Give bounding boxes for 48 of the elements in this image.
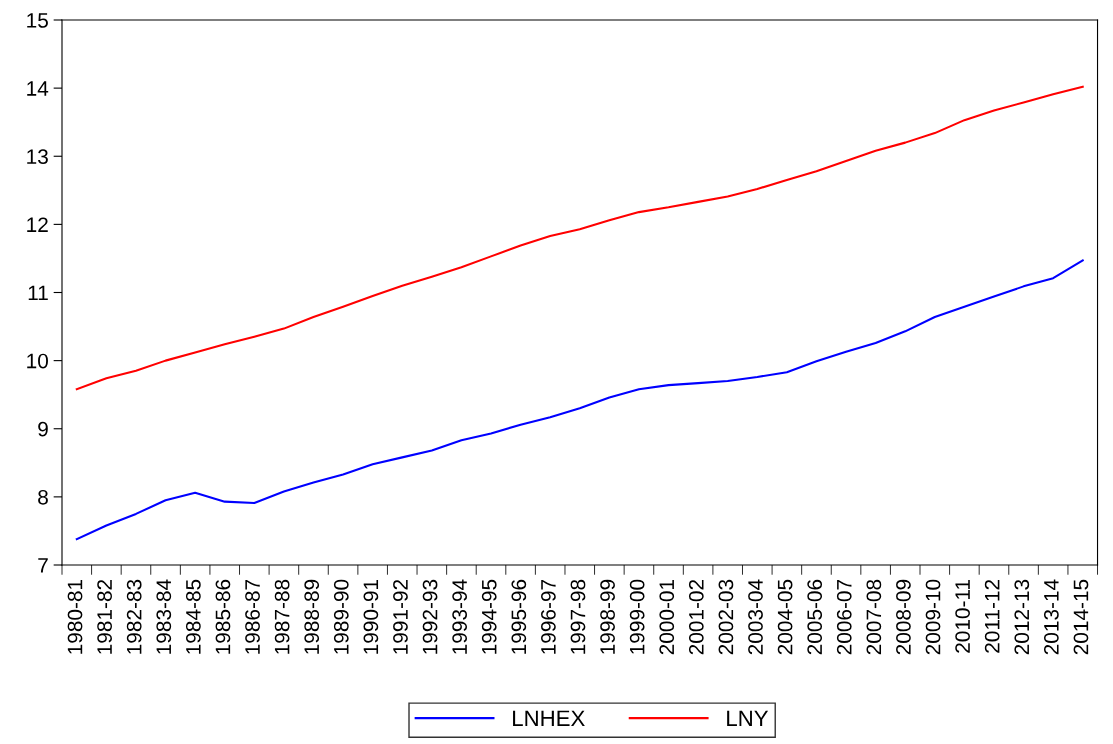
x-tick-label: 1981-82	[97, 579, 112, 654]
x-tick-label: 1996-97	[541, 579, 556, 654]
x-tick-label: 2000-01	[659, 579, 675, 655]
x-tick-label: 1985-86	[215, 579, 231, 654]
x-tick-label: 1992-93	[422, 579, 438, 654]
x-tick-label: 2007-08	[866, 579, 882, 655]
x-tick-label: 2001-02	[688, 579, 704, 655]
x-tick-label: 2011-12	[984, 579, 1000, 653]
x-tick-label: 2013-14	[1043, 579, 1059, 655]
x-tick-label: 2005-06	[807, 579, 823, 655]
x-tick-label: 1980-81	[67, 579, 83, 654]
x-tick-label: 1994-95	[481, 579, 497, 654]
x-tick-label: 1998-99	[600, 579, 615, 654]
y-tick-label: 7	[38, 558, 48, 573]
x-tick-label: 2012-13	[1014, 579, 1030, 655]
x-tick-label: 2004-05	[777, 579, 793, 655]
y-tick-label: 13	[27, 149, 48, 164]
y-tick-label: 11	[28, 285, 48, 301]
y-tick-label: 10	[27, 353, 48, 369]
x-tick-label: 2010-11	[955, 579, 970, 653]
y-tick-label: 9	[38, 421, 48, 437]
x-tick-label: 1991-92	[393, 579, 408, 654]
legend-label: LNY	[727, 710, 769, 726]
x-tick-label: 1986-87	[245, 579, 260, 654]
x-tick-label: 1984-85	[185, 579, 201, 654]
x-tick-label: 1983-84	[156, 579, 172, 654]
x-tick-label: 2006-07	[836, 579, 852, 655]
x-tick-label: 2008-09	[896, 579, 911, 655]
x-tick-label: 1988-89	[304, 579, 320, 654]
x-tick-label: 2014-15	[1073, 579, 1089, 655]
line-series	[75, 85, 1084, 391]
x-tick-label: 1990-91	[363, 579, 379, 654]
x-tick-label: 2003-04	[748, 579, 763, 655]
x-tick-label: 2009-10	[925, 579, 941, 655]
x-tick-label: 1982-83	[126, 579, 142, 654]
y-tick-label: 14	[27, 81, 49, 96]
line-series	[75, 259, 1084, 541]
y-tick-label: 15	[27, 13, 48, 28]
x-tick-label: 1997-98	[570, 579, 586, 654]
legend-label: LNHEX	[513, 710, 585, 726]
x-tick-label: 1995-96	[511, 579, 527, 654]
y-tick-label: 8	[38, 489, 48, 505]
x-tick-label: 2002-03	[718, 579, 734, 655]
x-tick-label: 1999-00	[629, 579, 645, 654]
y-tick-label: 12	[27, 217, 48, 232]
x-tick-label: 1993-94	[452, 579, 468, 654]
x-tick-label: 1989-90	[333, 579, 349, 654]
x-tick-label: 1987-88	[274, 579, 290, 654]
